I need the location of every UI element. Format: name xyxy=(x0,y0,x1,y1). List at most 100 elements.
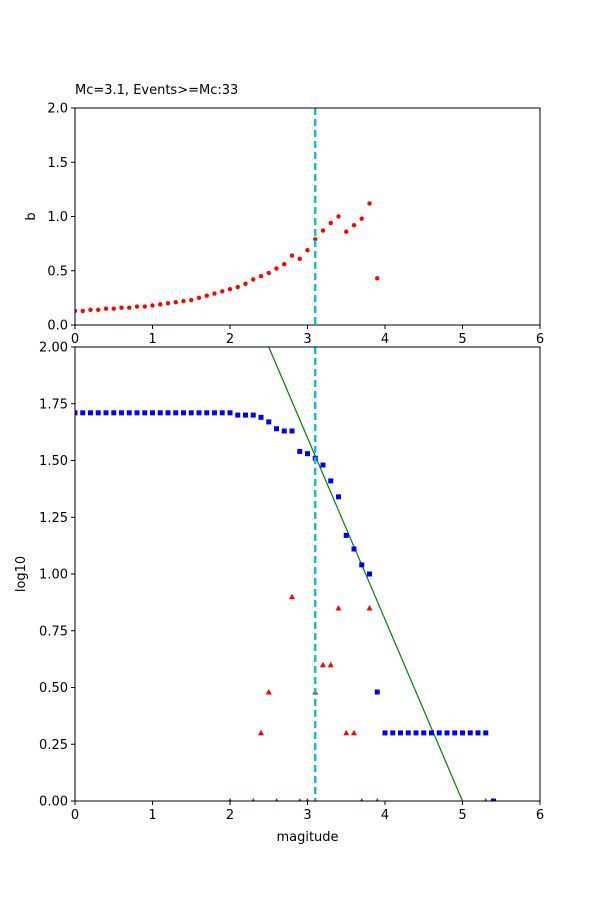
top-ytick-label: 2.0 xyxy=(47,102,68,117)
bottom-noncumulative-point xyxy=(228,798,232,801)
top-b-point xyxy=(243,281,248,286)
top-ytick-label: 1.0 xyxy=(47,210,68,225)
top-b-point xyxy=(165,301,171,306)
top-xtick-label: 6 xyxy=(536,332,544,347)
bottom-cumulative-point xyxy=(134,410,140,416)
top-b-point xyxy=(204,293,209,298)
bottom-cumulative-point xyxy=(212,410,217,416)
bottom-ytick-label: 0.00 xyxy=(39,795,68,810)
bottom-xtick-label: 1 xyxy=(148,808,156,823)
top-ylabel: b xyxy=(24,212,39,220)
bottom-noncumulative-point xyxy=(258,729,264,736)
top-b-point xyxy=(181,298,186,304)
bottom-cumulative-point xyxy=(460,730,465,736)
bottom-cumulative-point xyxy=(173,410,179,416)
bottom-cumulative-point xyxy=(181,410,186,416)
bottom-cumulative-point xyxy=(75,410,78,416)
bottom-noncumulative-point xyxy=(327,661,334,668)
log10-plot: 0 1 2 3 4 5 6 0.00 0.25 0.50 0.75 1.00 1.25 1.50 1.75 2… xyxy=(14,341,544,846)
top-b-point xyxy=(375,276,380,281)
top-plot-marks xyxy=(75,108,380,325)
bottom-cumulative-point xyxy=(367,571,372,577)
bottom-noncumulative-point xyxy=(305,798,310,801)
bottom-plot-marks xyxy=(75,347,496,801)
top-xtick-label: 2 xyxy=(226,332,234,347)
bottom-cumulative-point xyxy=(126,410,132,416)
bottom-cumulative-point xyxy=(320,462,326,468)
bottom-noncumulative-point xyxy=(375,798,379,801)
bottom-ytick-label: 2.00 xyxy=(39,341,68,356)
top-xtick-label: 5 xyxy=(458,332,466,347)
bottom-cumulative-point xyxy=(142,410,148,416)
bottom-cumulative-point xyxy=(289,428,295,434)
bottom-ytick-label: 0.25 xyxy=(39,738,68,753)
bottom-ytick-label: 1.75 xyxy=(39,397,68,412)
top-b-point xyxy=(258,273,264,279)
bottom-noncumulative-point xyxy=(366,605,373,611)
top-b-point xyxy=(336,214,341,219)
bottom-noncumulative-point xyxy=(351,729,357,736)
bottom-cumulative-point xyxy=(165,410,171,416)
top-ytick-label: 0.0 xyxy=(47,319,68,334)
top-b-point xyxy=(282,262,287,267)
bottom-ytick-label: 1.50 xyxy=(39,454,68,469)
bottom-cumulative-point xyxy=(405,730,411,736)
bottom-cumulative-point xyxy=(467,730,473,736)
bottom-cumulative-point xyxy=(219,410,225,416)
bottom-cumulative-point xyxy=(95,410,101,416)
top-b-point xyxy=(158,302,163,307)
bottom-fit-line xyxy=(268,347,464,801)
bottom-cumulative-point xyxy=(281,428,287,434)
bottom-xtick-label: 3 xyxy=(303,808,311,823)
bottom-cumulative-point xyxy=(452,730,458,736)
bottom-ytick-label: 0.50 xyxy=(39,681,68,696)
bottom-cumulative-point xyxy=(88,410,93,416)
bottom-cumulative-point xyxy=(374,689,380,695)
top-b-point xyxy=(220,289,225,294)
top-b-point xyxy=(88,307,93,313)
top-plot-frame xyxy=(74,107,541,326)
bottom-noncumulative-point xyxy=(360,798,364,801)
top-b-point xyxy=(227,286,233,292)
top-b-point xyxy=(96,307,101,313)
top-b-point xyxy=(212,291,217,296)
bottom-noncumulative-point xyxy=(251,798,255,801)
top-b-point xyxy=(173,300,178,305)
bottom-cumulative-point xyxy=(227,410,233,416)
top-b-point xyxy=(127,305,132,310)
b-value-plot: Mc=3.1, Events>=Mc:33 0 1 2 3 4 5 6 0.0 0.5 1.0 1.… xyxy=(24,83,544,347)
top-xtick-label: 3 xyxy=(303,332,311,347)
top-b-point xyxy=(351,222,357,228)
bottom-noncumulative-point xyxy=(265,689,272,695)
bottom-cumulative-point xyxy=(413,730,419,736)
bottom-cumulative-point xyxy=(188,410,194,416)
bottom-cumulative-point xyxy=(297,448,303,454)
bottom-cumulative-point xyxy=(196,410,202,416)
top-plot-ticks: 0 1 2 3 4 5 6 0.0 0.5 1.0 1.5 2.0 xyxy=(47,102,544,348)
top-b-point xyxy=(251,277,256,282)
bottom-noncumulative-point xyxy=(335,605,342,611)
top-xtick-label: 4 xyxy=(381,332,389,347)
bottom-cumulative-point xyxy=(483,730,489,736)
top-b-point xyxy=(142,304,147,309)
bottom-cumulative-point xyxy=(119,410,124,416)
top-b-point xyxy=(328,220,333,226)
bottom-noncumulative-point xyxy=(289,593,295,600)
bottom-cumulative-point xyxy=(343,532,349,538)
top-b-point xyxy=(305,247,310,253)
top-b-point xyxy=(367,201,372,206)
top-b-point xyxy=(235,284,240,290)
bottom-cumulative-point xyxy=(328,478,334,484)
top-b-point xyxy=(297,256,302,262)
top-ytick-label: 1.5 xyxy=(47,156,68,171)
bottom-cumulative-point xyxy=(351,546,357,552)
bottom-cumulative-point xyxy=(491,798,496,801)
top-b-point xyxy=(359,216,364,221)
bottom-cumulative-point xyxy=(336,494,341,500)
top-b-point xyxy=(196,295,202,301)
bottom-ytick-label: 1.25 xyxy=(39,511,68,526)
bottom-cumulative-point xyxy=(382,730,388,736)
bottom-cumulative-point xyxy=(305,451,310,457)
bottom-plot-ticks: 0 1 2 3 4 5 6 0.00 0.25 0.50 0.75 1.00 1.25 1.50 1.75 2… xyxy=(39,341,544,824)
